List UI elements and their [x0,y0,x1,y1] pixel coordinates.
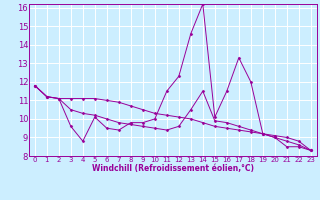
X-axis label: Windchill (Refroidissement éolien,°C): Windchill (Refroidissement éolien,°C) [92,164,254,173]
